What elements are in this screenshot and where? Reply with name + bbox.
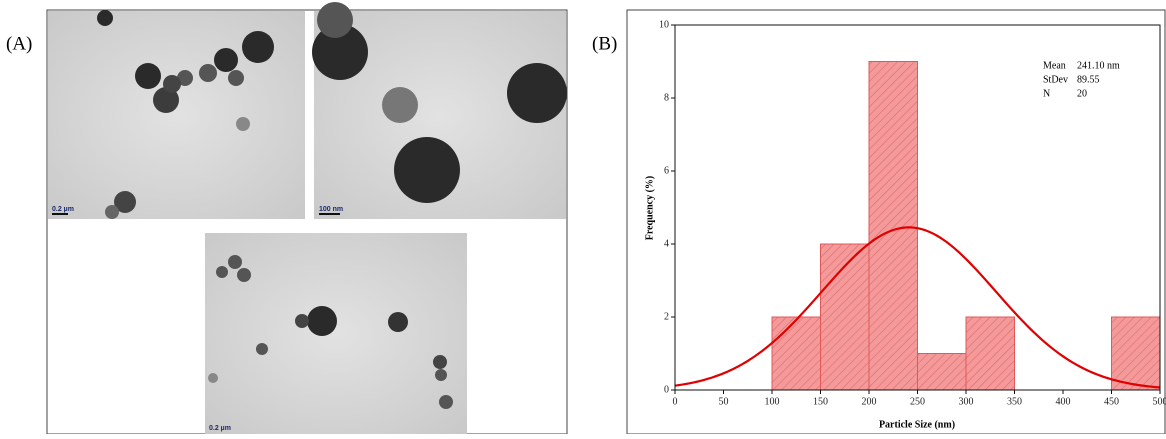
x-tick-label: 200 — [862, 396, 877, 407]
stat-value: 241.10 nm — [1077, 60, 1120, 71]
stat-value: 89.55 — [1077, 74, 1100, 85]
x-tick-label: 450 — [1104, 396, 1119, 407]
y-tick-label: 10 — [659, 19, 669, 30]
panel-label: (A) — [6, 33, 32, 54]
x-tick-label: 100 — [765, 396, 780, 407]
histogram-bar — [772, 317, 821, 390]
histogram-bar — [1112, 317, 1161, 390]
figure: (A) (B) 0.2 µm 100 nm 0.2 µm Particle Si… — [0, 0, 1166, 434]
scale-bar-label: 0.2 µm — [52, 206, 74, 213]
stat-label: N — [1043, 88, 1050, 99]
x-tick-label: 400 — [1056, 396, 1071, 407]
y-tick-label: 6 — [664, 165, 669, 176]
stat-value: 20 — [1077, 88, 1087, 99]
stat-label: StDev — [1043, 74, 1068, 85]
x-tick-label: 500 — [1153, 396, 1166, 407]
x-tick-label: 150 — [813, 396, 828, 407]
y-tick-label: 4 — [664, 238, 669, 249]
histogram-bar — [918, 354, 967, 391]
x-tick-label: 300 — [959, 396, 974, 407]
micrographs — [47, 2, 567, 434]
y-tick-label: 8 — [664, 92, 669, 103]
x-tick-label: 350 — [1007, 396, 1022, 407]
y-tick-label: 2 — [664, 311, 669, 322]
histogram-bar — [869, 62, 918, 391]
scale-bar-label: 100 nm — [319, 206, 343, 213]
micrograph — [205, 233, 467, 434]
y-axis-label: Frequency (%) — [644, 176, 655, 241]
histogram-bar — [966, 317, 1015, 390]
x-axis-label: Particle Size (nm) — [879, 419, 955, 430]
scale-bar-label: 0.2 µm — [209, 425, 231, 432]
x-tick-label: 250 — [910, 396, 925, 407]
x-tick-label: 50 — [719, 396, 729, 407]
x-tick-label: 0 — [673, 396, 678, 407]
panel-label: (B) — [592, 33, 617, 54]
y-tick-label: 0 — [664, 384, 669, 395]
stat-label: Mean — [1043, 60, 1066, 71]
